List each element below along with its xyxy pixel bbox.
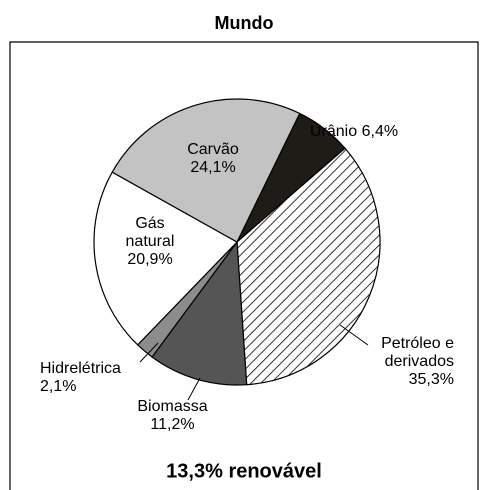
value-label: 24,1%: [190, 159, 236, 176]
pie-slice: [111, 98, 301, 243]
slice-label-text: Gás natural 20,9%: [118, 215, 182, 269]
slice-label: Hidrelétrica 2,1%: [40, 360, 140, 396]
value-label: 6,4%: [361, 123, 399, 140]
category-label: Urânio: [310, 123, 358, 140]
slice-label: Urânio 6,4%: [310, 123, 460, 141]
leader-line: [187, 377, 201, 401]
value-label: 2,1%: [40, 378, 77, 395]
slice-label: Carvão 24,1%: [170, 141, 256, 177]
slice-label: Gás natural 20,9%: [118, 215, 182, 269]
category-label: Petróleo e derivados: [381, 335, 454, 370]
slice-label: Biomassa 11,2%: [130, 398, 215, 434]
leader-line: [339, 324, 369, 346]
value-label: 11,2%: [150, 416, 195, 433]
value-label: 20,9%: [127, 251, 173, 268]
leader-line: [139, 342, 159, 363]
value-label: 35,3%: [408, 371, 454, 388]
category-label: Biomassa: [137, 398, 208, 415]
frame: [9, 41, 479, 490]
pie-slice: [236, 147, 381, 386]
slice-label-text: Petróleo e derivados 35,3%: [360, 335, 454, 389]
slice-label-text: Carvão 24,1%: [170, 141, 256, 177]
category-label: Carvão: [187, 141, 239, 158]
slice-label-text: Biomassa 11,2%: [130, 398, 215, 434]
slice-label: Petróleo e derivados 35,3%: [360, 335, 454, 389]
slice-label-text: Hidrelétrica 2,1%: [40, 360, 140, 396]
pie-slice: [93, 171, 238, 346]
annotation: 13,3% renovável: [166, 460, 322, 482]
category-label: Hidrelétrica: [40, 360, 121, 377]
pie-slice: [151, 240, 248, 386]
category-label: Gás natural: [125, 215, 175, 250]
chart-title: Mundo: [215, 13, 274, 33]
slice-label-text: Urânio 6,4%: [310, 123, 460, 141]
